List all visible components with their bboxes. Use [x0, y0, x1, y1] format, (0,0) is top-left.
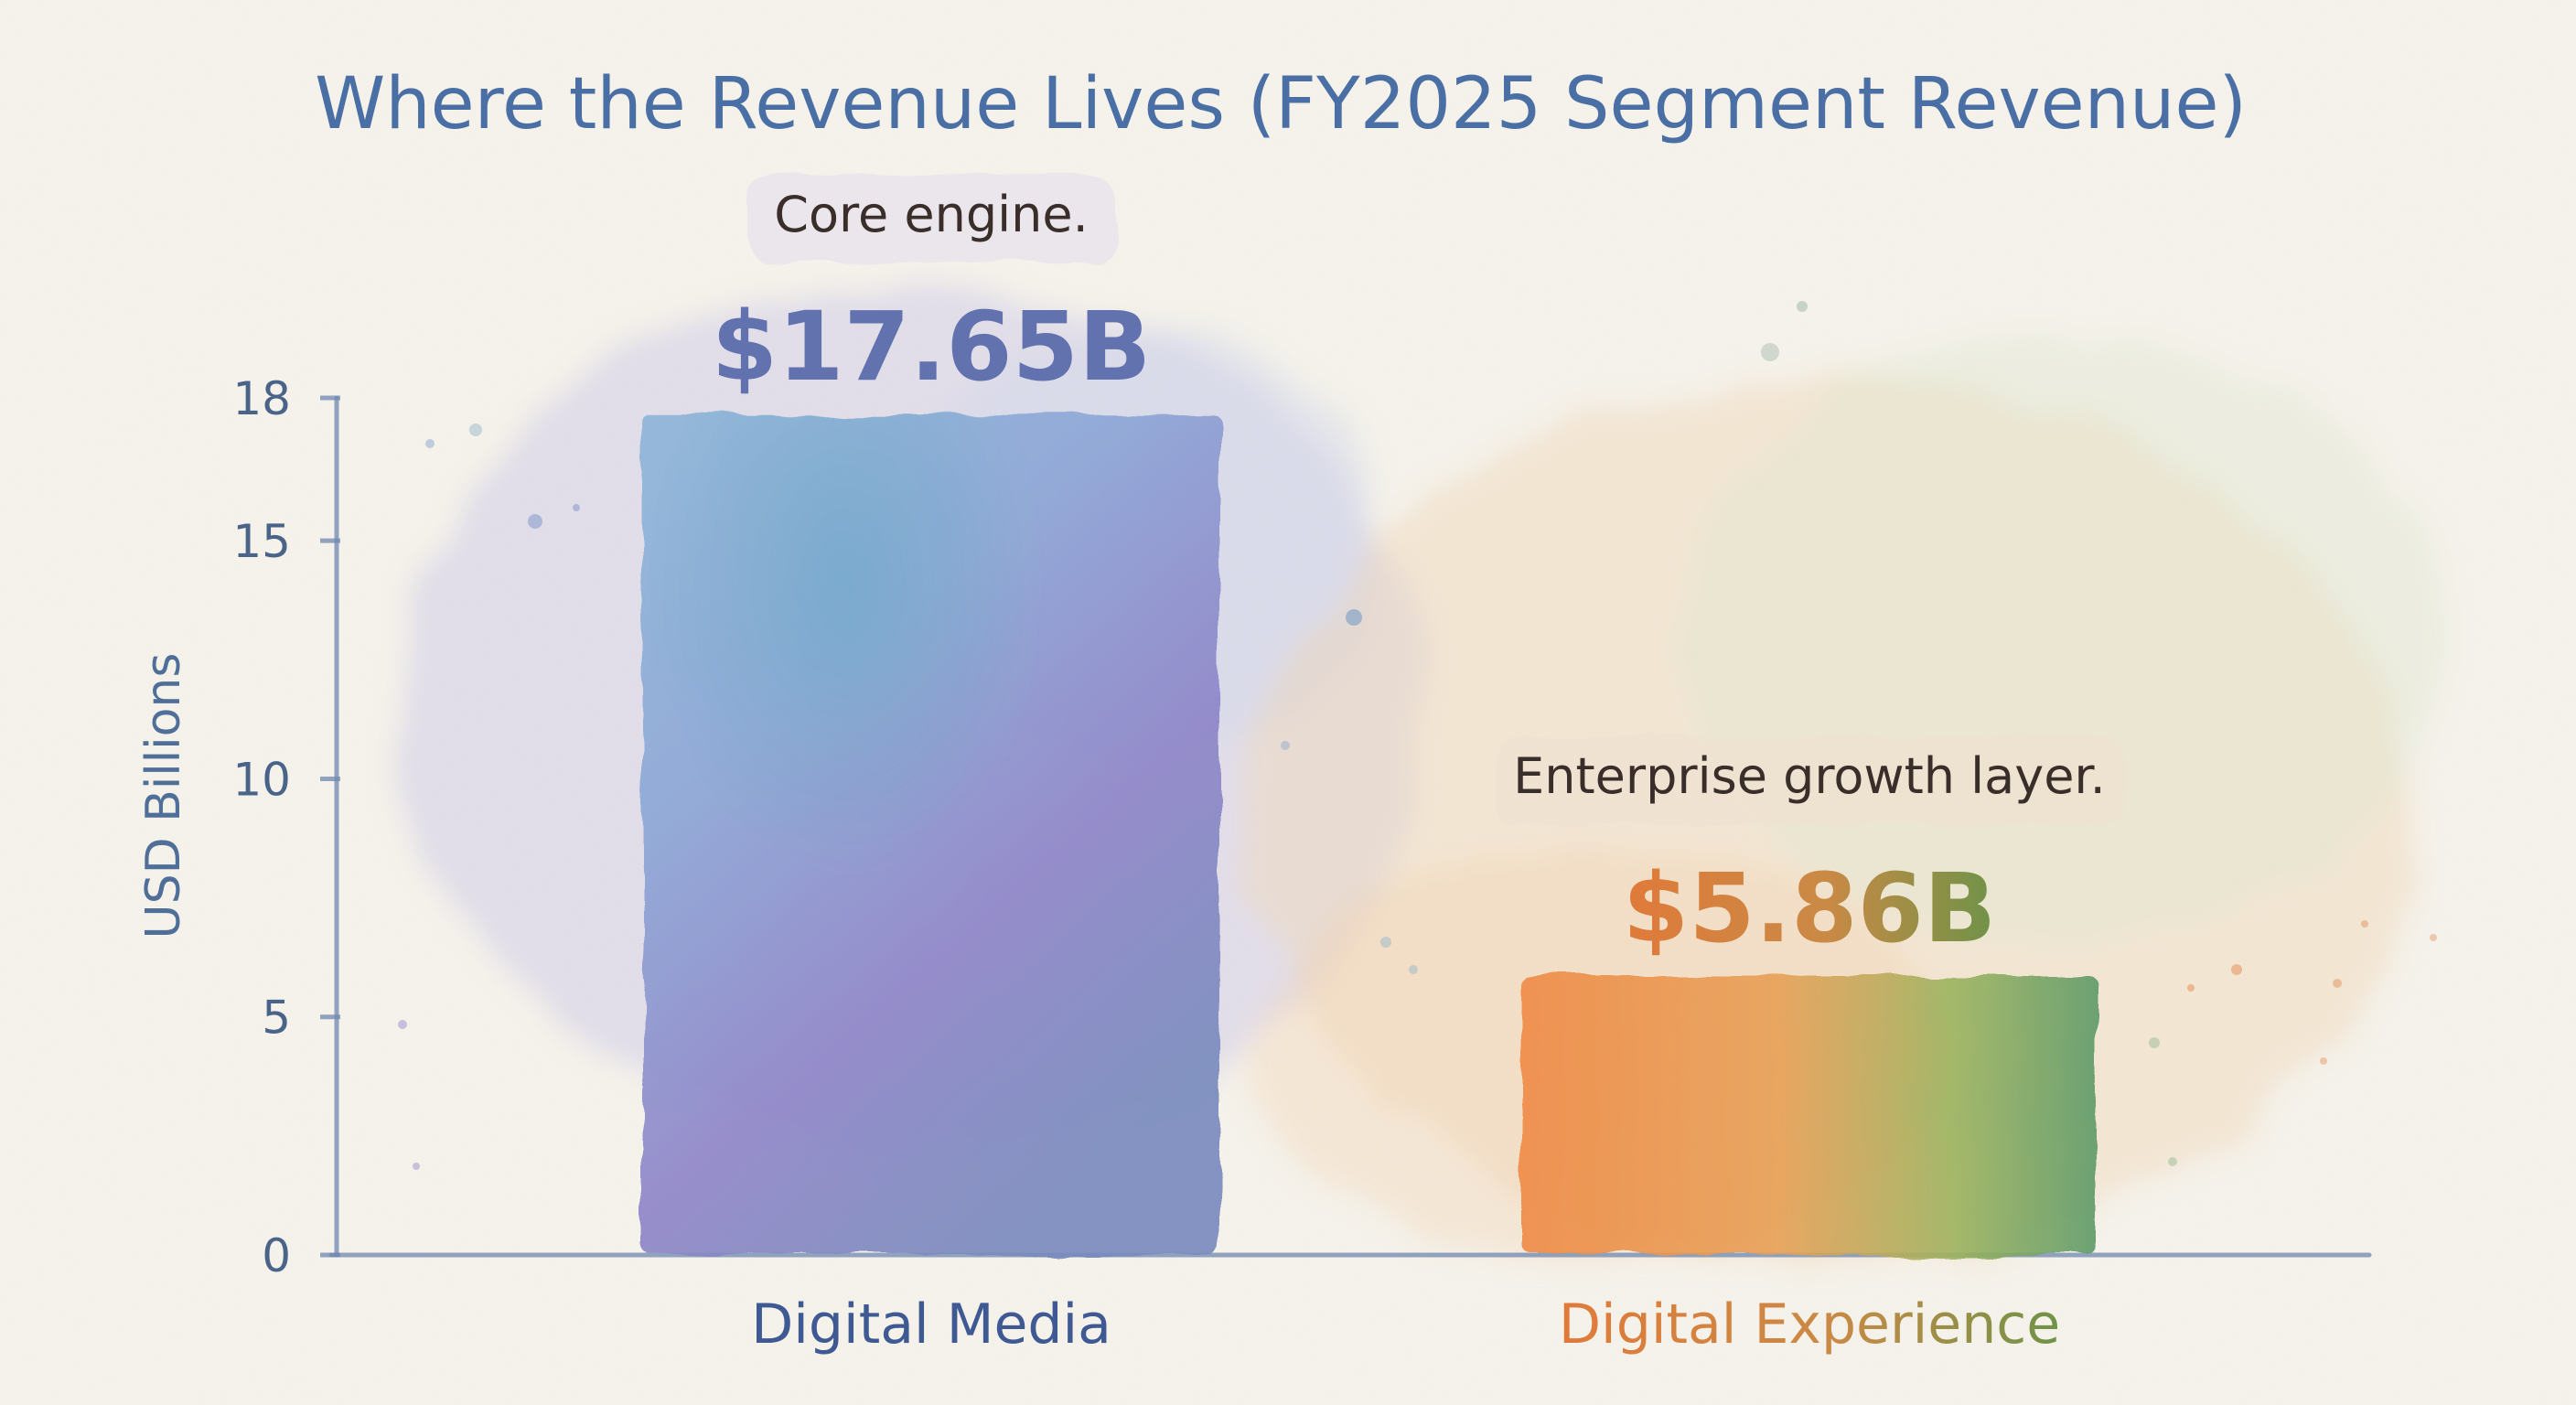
category-label-digital-media: Digital Media: [751, 1292, 1111, 1357]
y-tick-label: 5: [262, 992, 291, 1045]
annotation-enterprise-growth: Enterprise growth layer.: [1513, 747, 2106, 805]
bar-group-digital-media: Core engine. $17.65B Digital Media: [643, 175, 1219, 1357]
bar-digital-media-wash: [643, 414, 1219, 1255]
y-tick-label: 18: [232, 372, 291, 425]
annotation-core-engine-bg: [748, 175, 1114, 263]
data-label-digital-media: $17.65B: [712, 291, 1152, 402]
category-label-digital-experience: Digital Experience: [1559, 1292, 2060, 1357]
splatter-dots: [398, 301, 2437, 1170]
y-axis-label: USD Billions: [136, 653, 191, 939]
annotation-enterprise-growth-bg: [1494, 735, 2125, 824]
bar-group-digital-experience: Enterprise growth layer. $5.86B Digital …: [1494, 735, 2125, 1357]
y-tick-label: 10: [232, 753, 291, 806]
bar-digital-experience: [1521, 975, 2098, 1255]
chart-title: Where the Revenue Lives (FY2025 Segment …: [315, 63, 2247, 145]
y-axis-ticks: 0 5 10 15 18: [232, 372, 340, 1282]
y-tick-label: 0: [262, 1229, 291, 1282]
y-tick-label: 15: [232, 515, 291, 568]
annotation-core-engine: Core engine.: [774, 186, 1089, 243]
data-label-digital-experience: $5.86B: [1623, 853, 1996, 964]
